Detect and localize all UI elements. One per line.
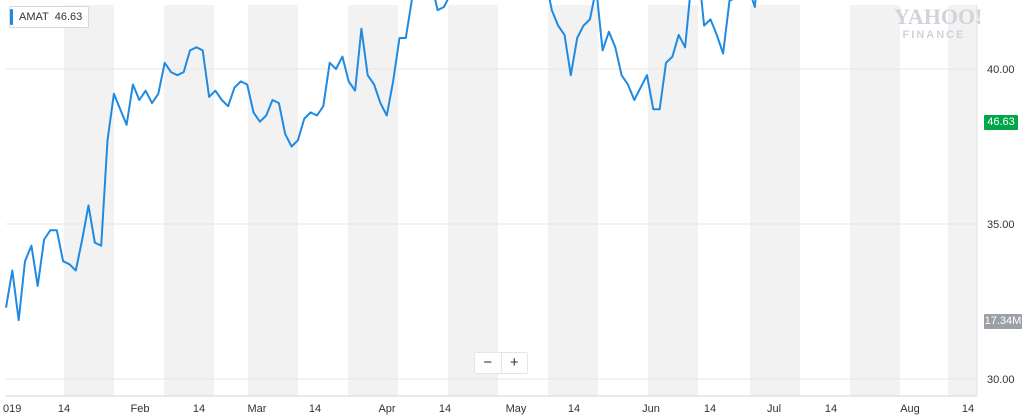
week-band [548, 5, 598, 396]
watermark-line2: FINANCE [902, 29, 966, 41]
x-tick-label: Jun [642, 403, 660, 415]
y-tick-label: 35.00 [987, 219, 1015, 231]
x-tick-label: 14 [439, 403, 451, 415]
y-tick-label: 30.00 [987, 374, 1015, 386]
legend-value: 46.63 [54, 11, 83, 23]
legend[interactable]: AMAT 46.63 [9, 6, 90, 28]
week-band [750, 5, 800, 396]
week-band [648, 5, 698, 396]
zoom-in-button[interactable]: + [500, 353, 528, 373]
x-tick-label: 019 [3, 403, 21, 415]
price-line[interactable] [5, 0, 977, 322]
y-tick-label: 40.00 [987, 64, 1015, 76]
x-tick-label: 14 [568, 403, 580, 415]
x-tick-label: 14 [58, 403, 70, 415]
x-tick-label: 14 [704, 403, 716, 415]
week-band [248, 5, 298, 396]
x-tick-label: May [506, 403, 527, 415]
watermark-line1: YAHOO! [894, 4, 983, 29]
current-price-tag: 46.63 [984, 115, 1018, 130]
yahoo-finance-watermark: YAHOO! FINANCE [894, 4, 983, 41]
week-band [164, 5, 214, 396]
x-tick-label: Mar [248, 403, 267, 415]
x-tick-label: Jul [767, 403, 781, 415]
x-tick-label: Feb [131, 403, 150, 415]
x-tick-label: 14 [825, 403, 837, 415]
week-band [348, 5, 398, 396]
week-bands [6, 5, 978, 397]
price-line-group [5, 0, 977, 322]
legend-swatch [10, 9, 13, 25]
current-volume-tag: 17.34M [984, 314, 1022, 329]
x-tick-label: 14 [309, 403, 321, 415]
week-band [948, 5, 977, 396]
week-band [850, 5, 900, 396]
week-band [448, 5, 498, 396]
x-tick-label: 14 [193, 403, 205, 415]
x-axis: 019 14 Feb 14 Mar 14 Apr 14 May 14 Jun 14 Jul 14 Aug 14 [3, 403, 974, 415]
x-tick-label: Aug [900, 403, 920, 415]
week-band [64, 5, 114, 396]
zoom-controls: − + [474, 352, 528, 374]
legend-symbol: AMAT [19, 11, 49, 23]
zoom-out-button[interactable]: − [483, 354, 493, 371]
x-tick-label: Apr [378, 403, 395, 415]
x-tick-label: 14 [962, 403, 974, 415]
